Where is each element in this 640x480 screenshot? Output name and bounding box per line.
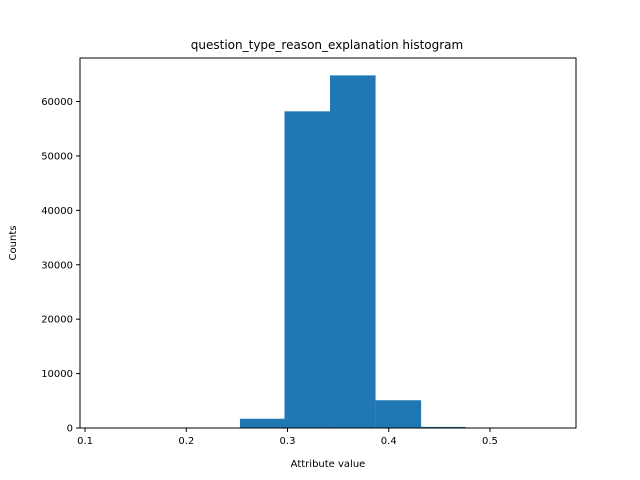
y-tick-label: 50000 [41, 151, 73, 162]
histogram-bar [421, 426, 466, 428]
histogram-bar [375, 400, 422, 428]
x-axis-ticks: 0.1 0.2 0.3 0.4 0.5 [77, 428, 498, 447]
histogram-bar [239, 418, 285, 428]
plot-frame [79, 57, 577, 429]
x-axis-label: Attribute value [291, 459, 366, 470]
x-tick-label: 0.4 [381, 436, 397, 447]
y-tick-label: 40000 [41, 206, 73, 217]
y-axis-label: Counts [8, 226, 19, 261]
x-tick-label: 0.2 [178, 436, 194, 447]
x-tick-label: 0.3 [280, 436, 296, 447]
chart-title: question_type_reason_explanation histogr… [191, 38, 463, 52]
y-tick-label: 60000 [41, 97, 73, 108]
y-tick-label: 30000 [41, 260, 73, 271]
x-tick-label: 0.1 [77, 436, 93, 447]
histogram-bar [284, 111, 331, 428]
bars-group [239, 75, 466, 428]
y-tick-label: 10000 [41, 369, 73, 380]
x-tick-label: 0.5 [482, 436, 498, 447]
histogram-bar [330, 75, 376, 428]
y-tick-label: 20000 [41, 315, 73, 326]
y-axis-ticks: 0 10000 20000 30000 40000 50000 60000 [41, 97, 80, 435]
y-tick-label: 0 [67, 424, 73, 435]
